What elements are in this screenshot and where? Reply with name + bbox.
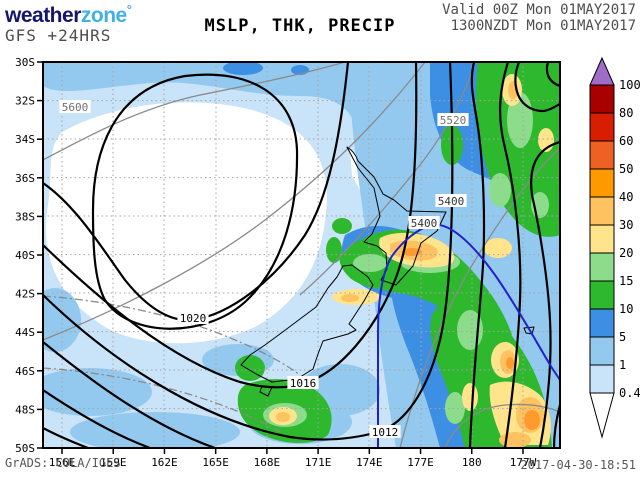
colorbar-block: [590, 113, 614, 141]
colorbar-block: [590, 197, 614, 225]
colorbar-value: 100: [619, 78, 640, 92]
lon-tick-label: 162E: [151, 456, 178, 469]
colorbar-block: [590, 85, 614, 113]
lat-tick-label: 34S: [15, 133, 35, 146]
colorbar-block: [590, 225, 614, 253]
colorbar-block: [590, 337, 614, 365]
lat-tick-label: 48S: [15, 403, 35, 416]
lat-tick-label: 32S: [15, 95, 35, 108]
colorbar-block: [590, 309, 614, 337]
colorbar-value: 1: [619, 358, 626, 372]
isobar-label: 1020: [180, 312, 207, 325]
colorbar-value: 20: [619, 246, 633, 260]
lon-tick-label: 171E: [305, 456, 332, 469]
colorbar-value: 5: [619, 330, 626, 344]
precip-colorbar: 100 80 60 50 40 30 20 15 10 5 1 0.4: [590, 58, 640, 437]
lon-tick-label: 168E: [254, 456, 281, 469]
grads-credit: GrADS: COLA/IGES: [5, 456, 121, 470]
lat-tick-label: 36S: [15, 172, 35, 185]
valid-time-utc: Valid 00Z Mon 01MAY2017: [442, 2, 636, 18]
colorbar-block: [590, 169, 614, 197]
colorbar-value: 10: [619, 302, 633, 316]
colorbar-value: 40: [619, 190, 633, 204]
lat-tick-label: 44S: [15, 326, 35, 339]
colorbar-block: [590, 281, 614, 309]
colorbar-arrow-bottom: [590, 393, 614, 437]
colorbar-value: 0.4: [619, 386, 640, 400]
lat-tick-label: 30S: [15, 56, 35, 69]
thickness-540-label: 5400: [438, 195, 465, 208]
colorbar-arrow-top: [590, 58, 614, 85]
lat-tick-label: 38S: [15, 210, 35, 223]
colorbar-value: 50: [619, 162, 633, 176]
lat-tick-label: 46S: [15, 365, 35, 378]
lat-tick-label: 40S: [15, 249, 35, 262]
colorbar-value: 60: [619, 134, 633, 148]
lon-tick-label: 180: [462, 456, 482, 469]
valid-time-local: 1300NZDT Mon 01MAY2017: [451, 18, 636, 34]
colorbar-block: [590, 365, 614, 393]
colorbar-value: 15: [619, 274, 633, 288]
colorbar-block: [590, 253, 614, 281]
generation-timestamp: 2017-04-30-18:51: [520, 458, 636, 472]
lat-tick-label: 50S: [15, 442, 35, 455]
weather-map: 30S32S34S36S38S40S42S44S46S48S50S156E159…: [0, 0, 640, 480]
isobar-label: 1016: [290, 377, 317, 390]
lon-tick-label: 177E: [407, 456, 434, 469]
lat-tick-label: 42S: [15, 288, 35, 301]
thickness-label: 5520: [440, 114, 467, 127]
thickness-label: 5600: [62, 101, 89, 114]
colorbar-value: 80: [619, 106, 633, 120]
colorbar-block: [590, 141, 614, 169]
logo-degree-icon: °: [127, 2, 132, 17]
isobar-label: 1012: [372, 426, 399, 439]
lon-tick-label: 165E: [202, 456, 229, 469]
lon-tick-label: 174E: [356, 456, 383, 469]
colorbar-value: 30: [619, 218, 633, 232]
thickness-540-label: 5400: [411, 217, 438, 230]
